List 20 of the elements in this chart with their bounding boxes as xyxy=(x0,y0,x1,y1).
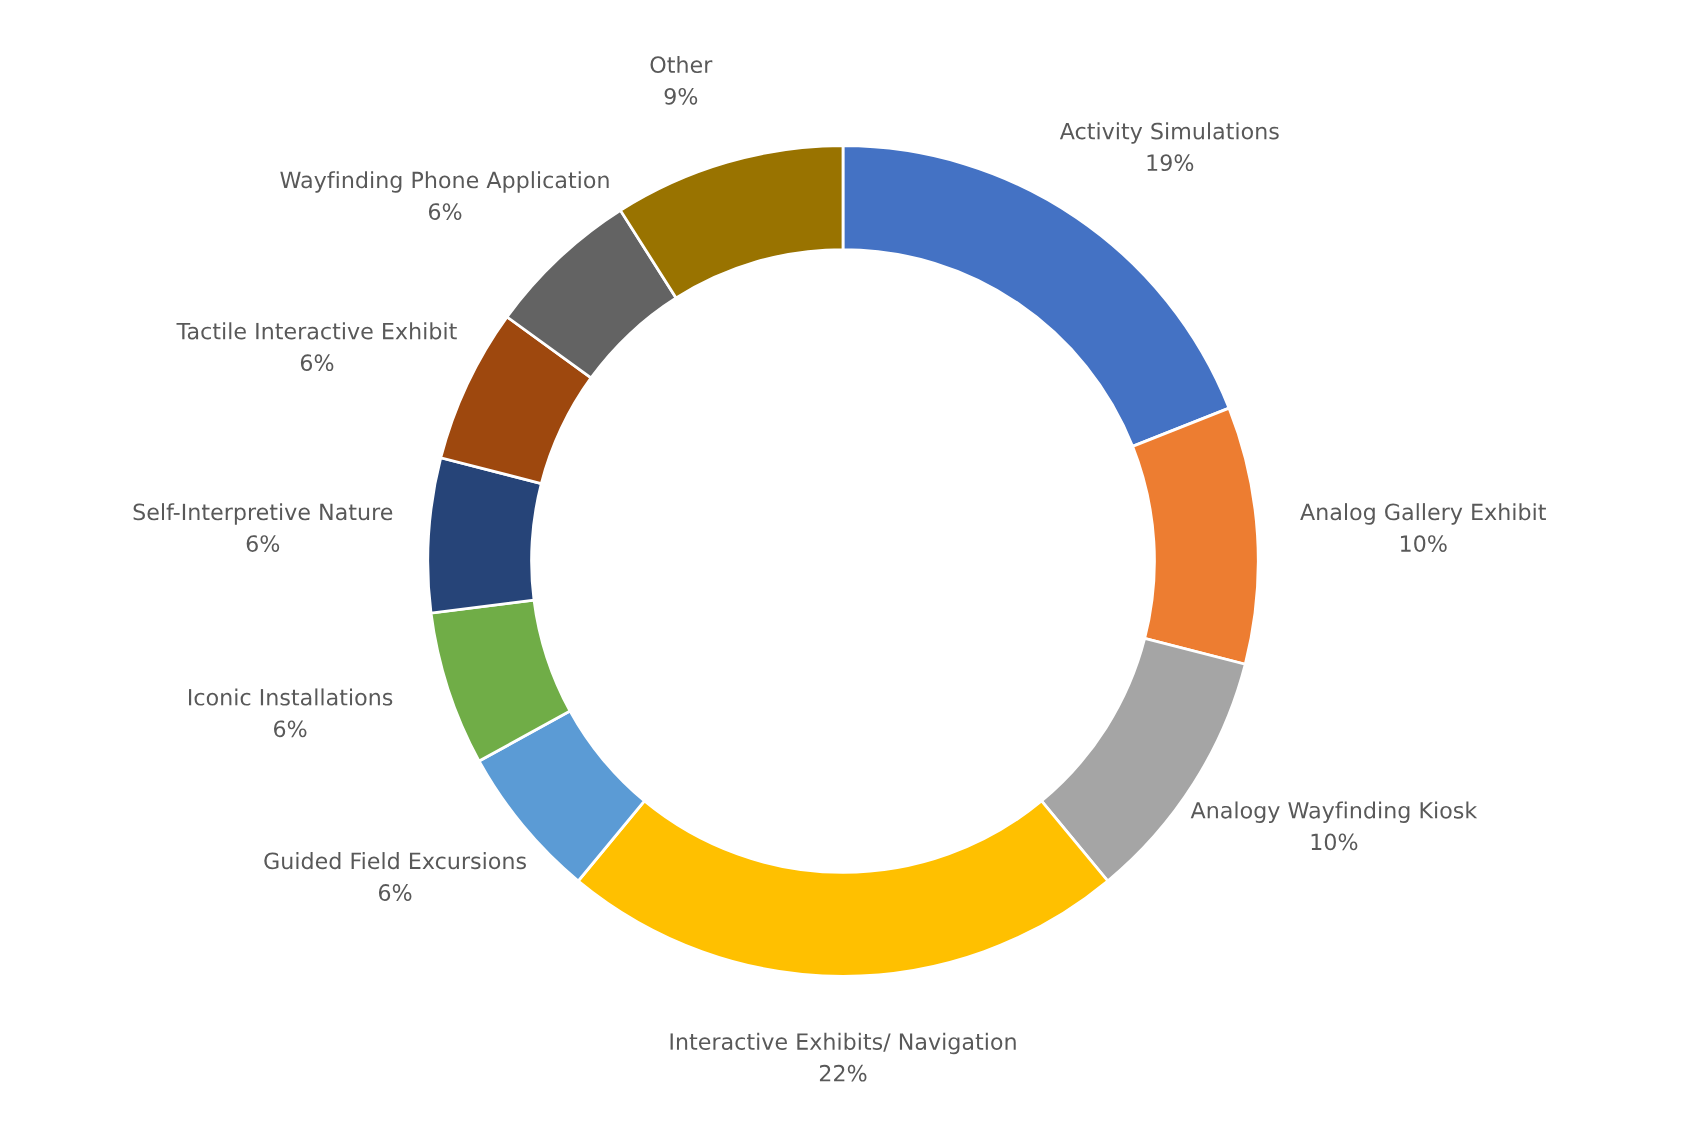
data-label: 6% xyxy=(274,720,307,738)
data-label: 19% xyxy=(1147,154,1194,172)
data-label: 6% xyxy=(428,203,462,220)
data-label: 10% xyxy=(1400,535,1447,552)
slice-label: Analog Gallery Exhibit xyxy=(1300,503,1546,525)
slice-label: Wayfinding Phone Application xyxy=(280,171,609,193)
slice-label: Tactile Interactive Exhibit xyxy=(176,322,457,340)
slice-label: Interactive Exhibits/ Navigation xyxy=(670,1032,1016,1055)
data-label: 10% xyxy=(1311,833,1358,851)
data-label: 6% xyxy=(378,884,412,901)
data-label: 9% xyxy=(664,87,698,105)
slice-label: Analogy Wayfinding Kiosk xyxy=(1190,801,1478,823)
slice-label: Other xyxy=(650,55,713,74)
slice-label: Guided Field Excursions xyxy=(264,852,526,870)
data-label: 6% xyxy=(300,354,334,372)
data-label: 22% xyxy=(819,1064,867,1082)
slice-label: Iconic Installations xyxy=(188,688,393,706)
data-label: 6% xyxy=(246,535,280,552)
slice-label: Activity Simulations xyxy=(1059,122,1279,144)
slice-label: Self-Interpretive Nature xyxy=(133,503,393,525)
